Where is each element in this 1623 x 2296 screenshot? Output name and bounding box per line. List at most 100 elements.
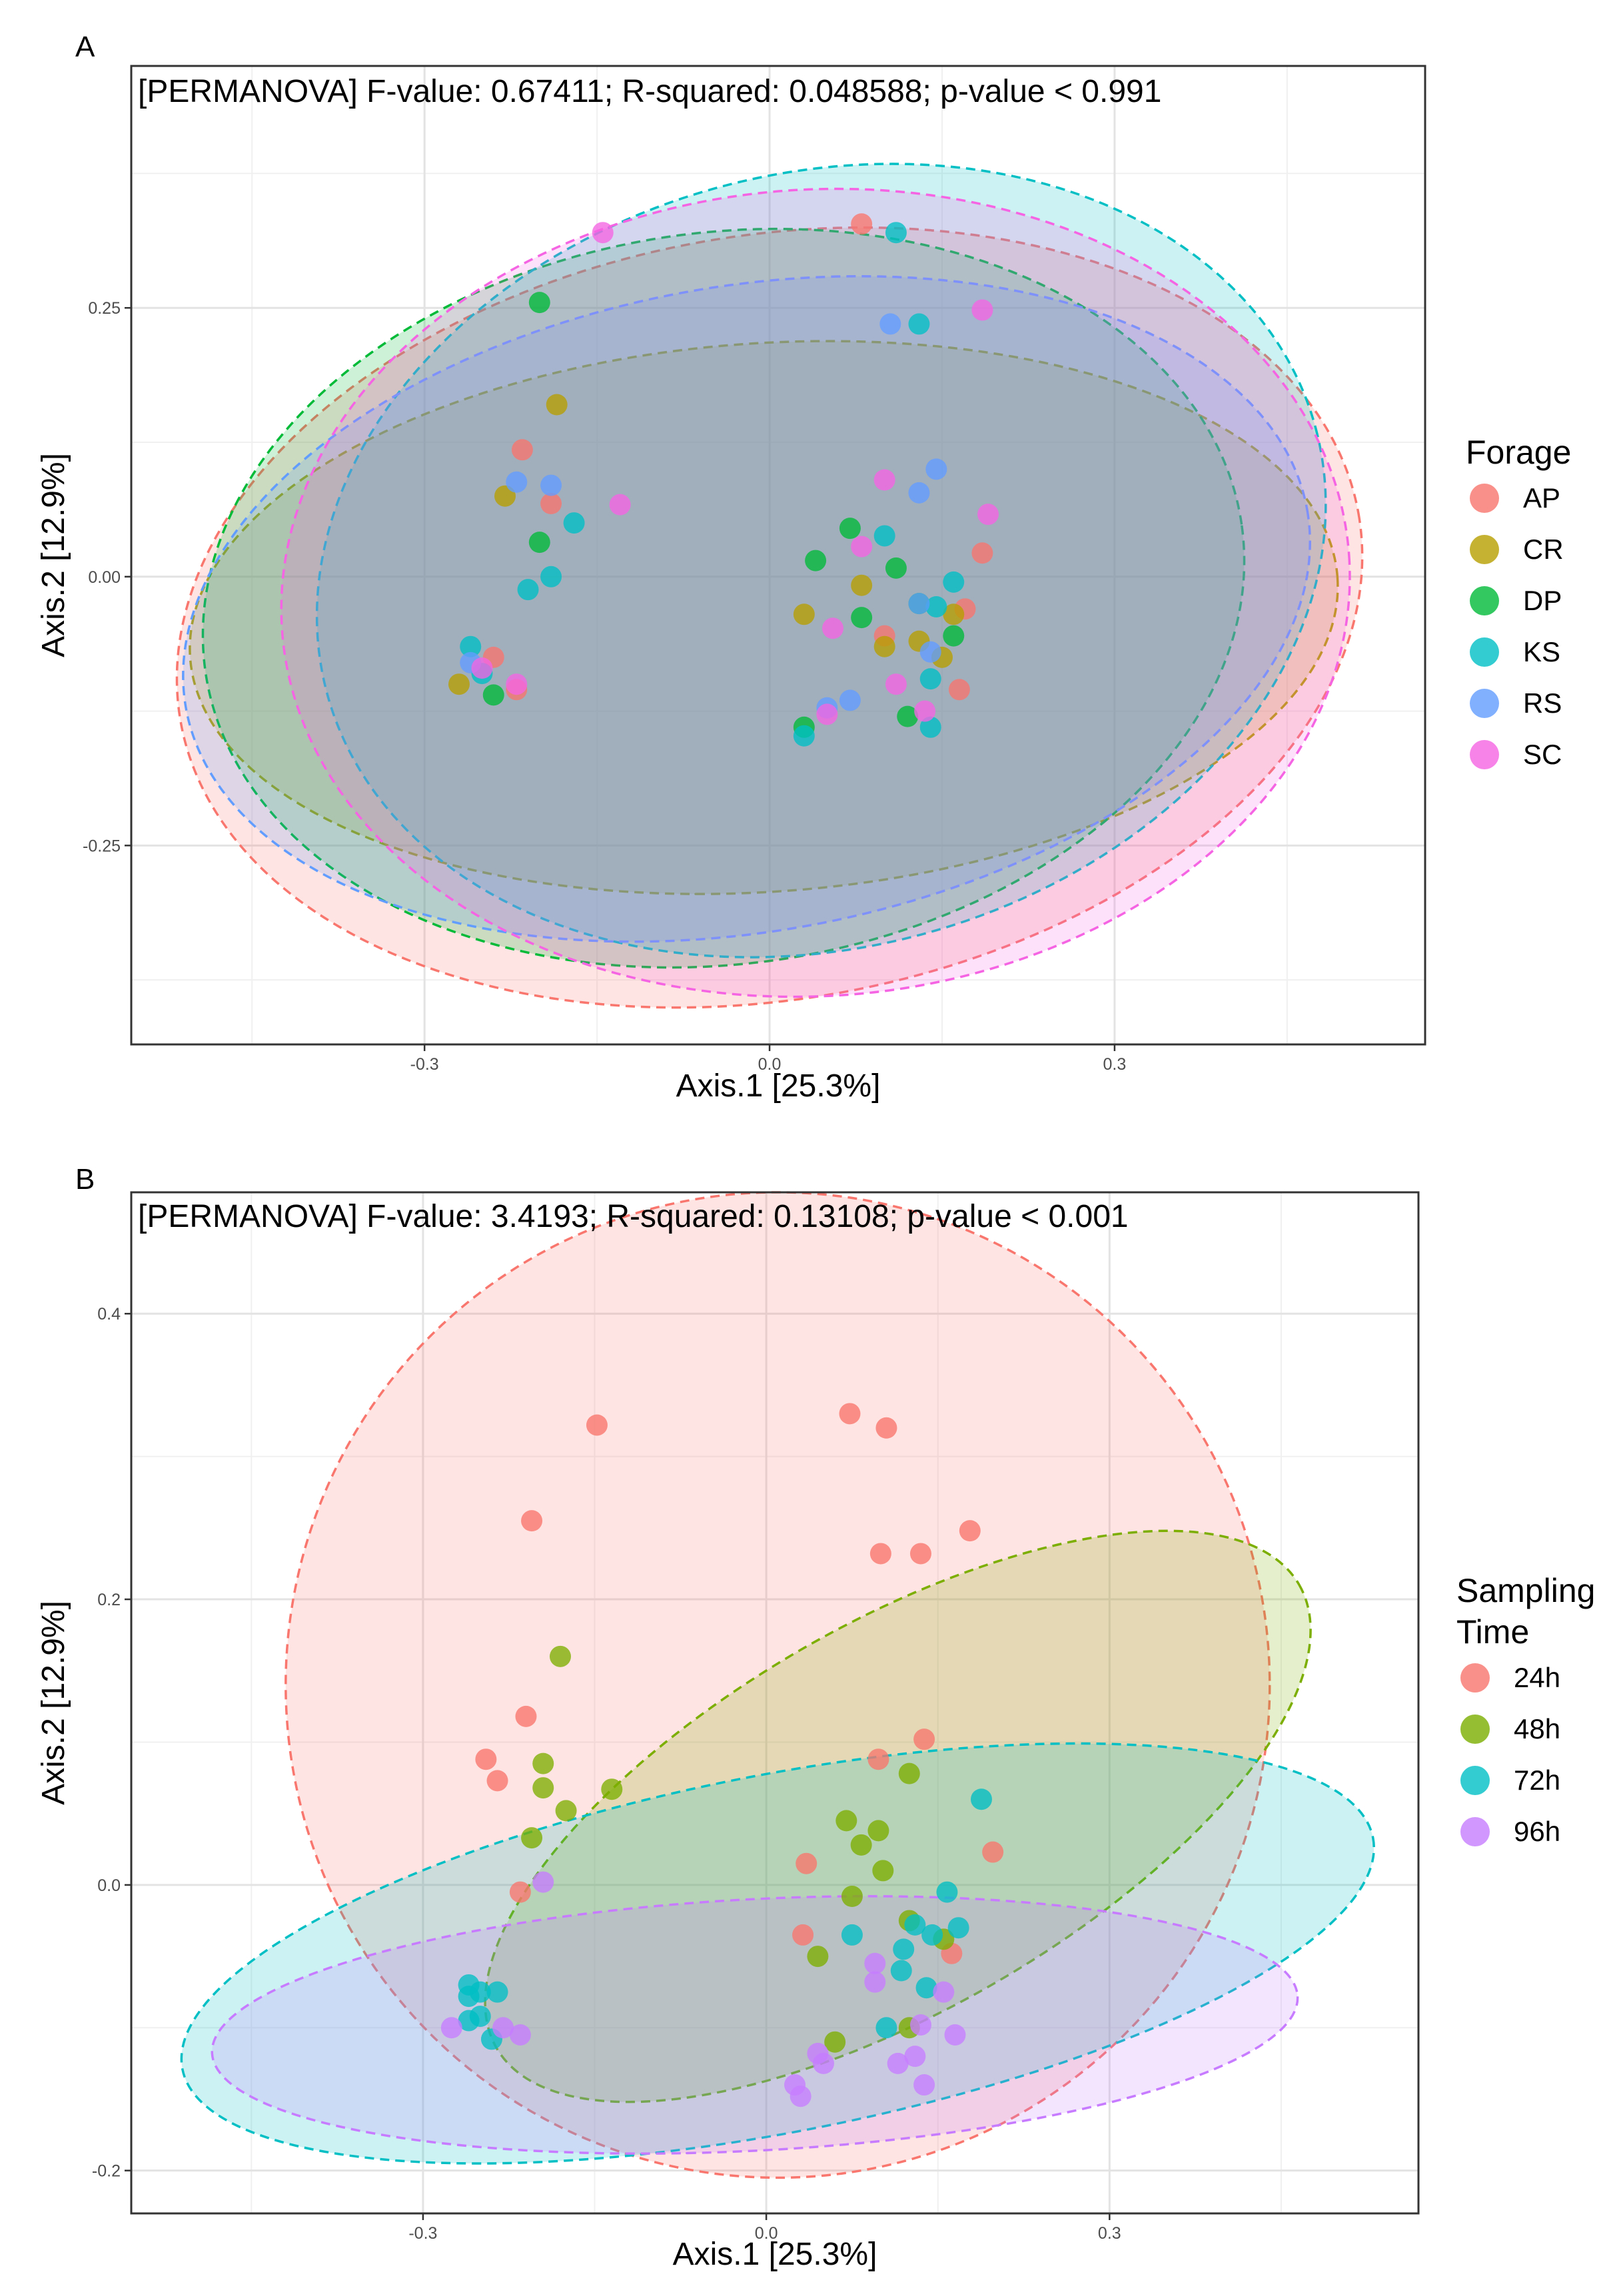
data-point xyxy=(887,2052,909,2074)
legend-item-ap: AP xyxy=(1466,473,1571,524)
ellipse-cr xyxy=(189,340,1339,895)
legend-title: Sampling Time xyxy=(1456,1572,1596,1651)
legend-label: AP xyxy=(1523,482,1561,514)
legend-label: RS xyxy=(1523,687,1562,719)
y-tick-label: 0.00 xyxy=(88,568,121,587)
legend-sampling-time: Sampling Time 24h 48h 72h 96h xyxy=(1456,1570,1616,1858)
data-point xyxy=(812,2052,834,2074)
data-point xyxy=(925,595,947,617)
legend-swatch xyxy=(1470,689,1499,718)
data-point xyxy=(448,673,470,695)
data-point xyxy=(943,603,965,625)
data-point xyxy=(540,474,562,496)
data-point xyxy=(511,439,533,461)
data-point xyxy=(850,1834,872,1856)
data-point xyxy=(506,471,528,493)
data-point xyxy=(904,1914,926,1936)
panel-b-label: B xyxy=(75,1163,95,1196)
legend-swatch xyxy=(1470,586,1499,615)
data-point xyxy=(440,2017,462,2039)
data-point xyxy=(486,1770,508,1792)
series-72h xyxy=(458,1788,992,2050)
data-point xyxy=(528,292,550,314)
legend-label: 24h xyxy=(1514,1662,1561,1693)
data-point xyxy=(486,1981,508,2003)
legend-title: Forage xyxy=(1466,434,1572,471)
data-point xyxy=(816,703,838,725)
legend-label: CR xyxy=(1523,534,1564,565)
ellipse-96h xyxy=(211,1895,1299,2155)
legend-item-dp: DP xyxy=(1466,575,1571,627)
y-tick-label: -0.25 xyxy=(83,837,121,855)
data-point xyxy=(592,222,614,244)
data-point xyxy=(971,299,993,321)
data-point xyxy=(982,1841,1004,1863)
data-point xyxy=(851,213,873,235)
legend-swatch xyxy=(1460,1715,1490,1744)
data-point xyxy=(936,1881,958,1903)
panel-a-label: A xyxy=(75,31,95,63)
data-point xyxy=(909,2014,931,2036)
data-point xyxy=(947,1917,969,1939)
data-point xyxy=(944,2024,966,2046)
data-point xyxy=(872,1860,894,1882)
x-axis-label: Axis.1 [25.3%] xyxy=(676,1068,881,1104)
data-point xyxy=(839,1403,861,1425)
data-point xyxy=(919,641,941,663)
series-48h xyxy=(521,1645,955,2053)
data-point xyxy=(532,1871,554,1893)
legend-swatch xyxy=(1470,637,1499,667)
data-point xyxy=(879,313,901,335)
data-point xyxy=(908,593,930,615)
data-point xyxy=(517,579,539,601)
plot-panel-a: -0.3 0.0 0.3 -0.25 0.00 0.25 [PERMANOVA] F-val… xyxy=(36,65,1426,1104)
data-point xyxy=(959,1520,981,1542)
data-point xyxy=(864,1952,886,1974)
data-point xyxy=(528,532,550,554)
data-point xyxy=(851,607,873,629)
data-point xyxy=(839,689,861,711)
legend-label: DP xyxy=(1523,585,1562,616)
ellipse-72h xyxy=(180,1742,1375,2165)
series-24h xyxy=(475,1403,1004,1964)
data-point xyxy=(509,2024,531,2046)
legend-item-cr: CR xyxy=(1466,524,1571,575)
legend-item-sc: SC xyxy=(1466,729,1571,781)
data-point xyxy=(807,1946,829,1968)
data-point xyxy=(908,313,930,335)
legend-swatch xyxy=(1470,484,1499,513)
data-point xyxy=(793,603,815,625)
data-point xyxy=(515,1705,537,1727)
data-point xyxy=(948,679,970,701)
data-point xyxy=(540,493,562,515)
data-point xyxy=(908,482,930,504)
data-point xyxy=(921,1924,943,1946)
series-sc xyxy=(471,222,999,725)
data-point xyxy=(913,1728,935,1750)
data-point xyxy=(885,222,907,244)
x-tick-label: 0.0 xyxy=(755,2224,778,2243)
data-point xyxy=(873,525,895,547)
ellipse-ap xyxy=(175,226,1364,1009)
data-point xyxy=(532,1752,554,1774)
data-point xyxy=(563,512,585,534)
data-point xyxy=(460,635,482,657)
plot-title: [PERMANOVA] F-value: 3.4193; R-squared: … xyxy=(138,1199,1129,1234)
series-rs xyxy=(460,313,947,719)
data-point xyxy=(943,571,965,593)
plot-border xyxy=(130,65,1426,1046)
data-point xyxy=(919,668,941,690)
legend-swatch xyxy=(1460,1663,1490,1693)
data-point xyxy=(839,518,861,540)
data-point xyxy=(977,504,999,526)
data-point xyxy=(933,1981,955,2003)
data-point xyxy=(555,1800,577,1822)
grid-lines xyxy=(131,1192,1418,2213)
data-point xyxy=(851,574,873,596)
data-point xyxy=(909,1543,931,1565)
data-point xyxy=(841,1886,863,1908)
data-point xyxy=(469,2006,491,2028)
data-point xyxy=(469,1981,491,2003)
y-axis-label: Axis.2 [12.9%] xyxy=(36,1601,71,1805)
plot-panel-b: -0.3 0.0 0.3 -0.2 0.0 0.2 0.4 [PERMANOVA] F-val… xyxy=(36,1191,1420,2272)
